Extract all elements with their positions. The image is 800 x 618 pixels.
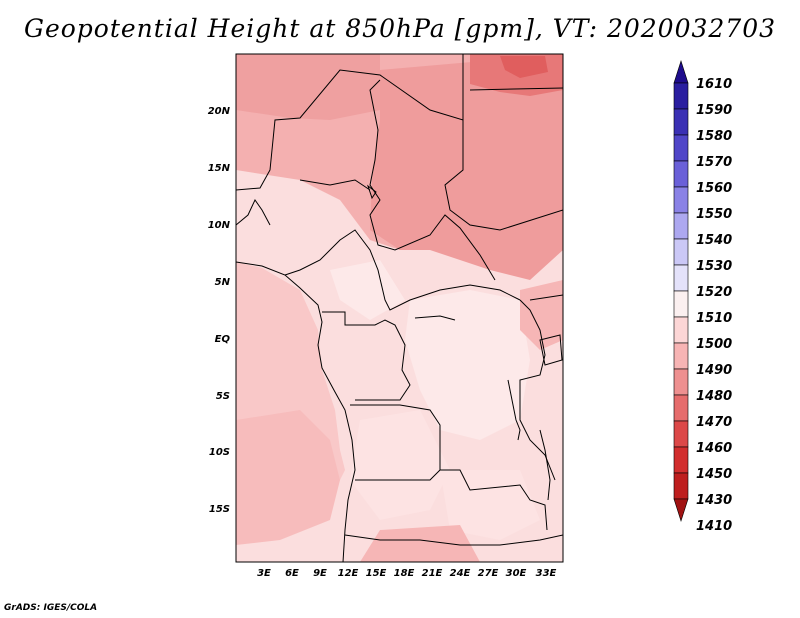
field-peak-core [500, 56, 548, 78]
lat-tick-label: 5S [216, 391, 230, 402]
border-drc-south [350, 404, 548, 531]
colorbar-segment [673, 316, 689, 344]
field-basin [405, 290, 530, 440]
field-south-edge [360, 525, 480, 562]
colorbar-label: 1510 [696, 311, 732, 326]
colorbar-segment [673, 290, 689, 318]
colorbar-segment [673, 212, 689, 240]
colorbar-label: 1570 [696, 155, 732, 170]
colorbar-label: 1530 [696, 259, 732, 274]
lat-axis: 20N 15N 10N 5N EQ 5S 10S 15S [208, 106, 231, 515]
colorbar-label: 1540 [696, 233, 732, 248]
lake-tanganyika [507, 379, 521, 441]
border-north [236, 54, 464, 191]
lon-tick-label: 21E [422, 568, 443, 579]
lon-tick-label: 24E [450, 568, 471, 579]
colorbar-label: 1450 [696, 467, 732, 482]
lat-tick-label: 20N [208, 106, 231, 117]
colorbar: 1610 1590 1580 1570 1560 1550 1540 1530 1520 1510… [673, 60, 732, 534]
lake-chad [367, 184, 377, 200]
colorbar-label: 1480 [696, 389, 732, 404]
lon-tick-label: 15E [366, 568, 387, 579]
height-field [236, 54, 563, 562]
colorbar-segment [673, 160, 689, 188]
lakes [367, 184, 563, 501]
colorbar-label: 1490 [696, 363, 732, 378]
river-congo [414, 315, 456, 321]
chart-title: Geopotential Height at 850hPa [gpm], VT:… [23, 14, 777, 43]
border-east [519, 299, 556, 481]
colorbar-segment [673, 186, 689, 214]
field-southeast [440, 470, 540, 540]
colorbar-segment [673, 446, 689, 474]
colorbar-label: 1470 [696, 415, 732, 430]
colorbar-label: 1590 [696, 103, 732, 118]
field-east [520, 280, 563, 350]
lat-tick-label: 10S [209, 447, 230, 458]
colorbar-segment [673, 368, 689, 396]
colorbar-segment [673, 472, 689, 500]
lon-tick-label: 9E [313, 568, 327, 579]
map-frame [235, 53, 564, 563]
colorbar-label: 1610 [696, 77, 732, 92]
colorbar-label: 1410 [696, 519, 732, 534]
border-angola [355, 469, 441, 481]
colorbar-label: 1550 [696, 207, 732, 222]
colorbar-segment [673, 82, 689, 110]
colorbar-label: 1430 [696, 493, 732, 508]
border-namibia [344, 534, 563, 546]
border-west [236, 199, 271, 226]
borders [236, 54, 563, 562]
colorbar-label: 1520 [696, 285, 732, 300]
colorbar-segment [673, 238, 689, 266]
colorbar-label: 1460 [696, 441, 732, 456]
lake-malawi [539, 429, 551, 501]
lon-tick-label: 6E [285, 568, 299, 579]
colorbar-segment [673, 394, 689, 422]
lon-tick-label: 12E [338, 568, 359, 579]
colorbar-segment [673, 108, 689, 136]
lon-tick-label: 33E [536, 568, 557, 579]
lat-tick-label: 15N [208, 163, 231, 174]
field-south [350, 410, 450, 520]
lat-tick-label: EQ [215, 334, 231, 345]
lake-victoria [539, 334, 563, 366]
border-nigeria-n [299, 179, 371, 191]
colorbar-segment [673, 420, 689, 448]
colorbar-label: 1560 [696, 181, 732, 196]
lon-tick-label: 18E [394, 568, 415, 579]
field-central-west [330, 260, 405, 320]
lon-tick-label: 27E [478, 568, 499, 579]
lon-tick-label: 3E [257, 568, 271, 579]
lon-tick-label: 30E [506, 568, 527, 579]
border-chad [369, 79, 496, 281]
border-ne [469, 87, 563, 91]
border-congo [322, 311, 411, 401]
colorbar-top-arrow [673, 60, 689, 84]
colorbar-label: 1500 [696, 337, 732, 352]
colorbar-segment [673, 264, 689, 292]
border-sudan [444, 120, 563, 231]
field-northeast [370, 54, 563, 280]
grads-credit: GrADS: IGES/COLA [4, 603, 98, 613]
lat-tick-label: 15S [209, 504, 230, 515]
border-car [284, 229, 521, 311]
colorbar-label: 1580 [696, 129, 732, 144]
lat-tick-label: 10N [208, 220, 231, 231]
field-southwest [236, 410, 340, 545]
colorbar-segment [673, 342, 689, 370]
field-northwest [236, 54, 380, 120]
colorbar-bottom-arrow [673, 498, 689, 522]
border-uganda [529, 294, 563, 301]
colorbar-segment [673, 134, 689, 162]
lat-tick-label: 5N [215, 277, 231, 288]
lon-axis: 3E 6E 9E 12E 15E 18E 21E 24E 27E 30E 33E [257, 568, 556, 579]
coastline [236, 261, 356, 562]
